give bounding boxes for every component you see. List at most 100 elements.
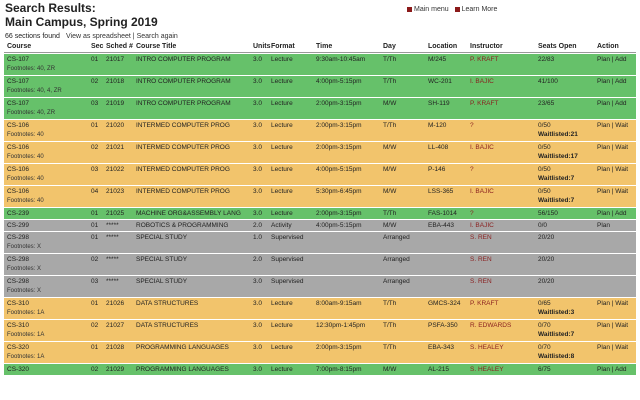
action-cell[interactable]: Plan | Wait bbox=[597, 122, 629, 129]
options-links[interactable]: View as spreadsheet | Search again bbox=[66, 33, 178, 40]
course-cell[interactable]: CS-106 bbox=[7, 144, 30, 151]
table-row: CS-239 01 21025 MACHINE ORG&ASSEMBLY LANG 3.… bbox=[4, 208, 636, 220]
units-cell: 2.0 bbox=[253, 256, 263, 263]
action-cell[interactable]: Plan | Wait bbox=[597, 144, 629, 151]
sched-cell: 21027 bbox=[106, 322, 125, 329]
units-cell: 3.0 bbox=[253, 188, 263, 195]
instructor-cell[interactable]: I. BAJIC bbox=[470, 78, 494, 85]
table-row: CS-320 01 21028 PROGRAMMING LANGUAGES 3.0 Lec… bbox=[4, 342, 636, 364]
format-cell: Supervised bbox=[271, 234, 304, 241]
action-cell[interactable]: Plan | Add bbox=[597, 100, 627, 107]
day-cell: T/Th bbox=[383, 344, 397, 351]
instructor-cell[interactable]: S. REN bbox=[470, 256, 492, 263]
format-cell: Lecture bbox=[271, 366, 293, 373]
action-cell[interactable]: Plan | Wait bbox=[597, 300, 629, 307]
sched-cell: 21025 bbox=[106, 210, 125, 217]
location-cell: FAS-1014 bbox=[428, 210, 457, 217]
location-cell: LSS-365 bbox=[428, 188, 454, 195]
course-cell[interactable]: CS-299 bbox=[7, 222, 30, 229]
icon bbox=[454, 6, 460, 12]
course-cell[interactable]: CS-298 bbox=[7, 234, 30, 241]
column-header: Location bbox=[428, 43, 458, 50]
instructor-cell[interactable]: S. REN bbox=[470, 234, 492, 241]
action-cell[interactable]: Plan | Wait bbox=[597, 322, 629, 329]
units-cell: 1.0 bbox=[253, 234, 263, 241]
time-cell: 8:00am-9:15am bbox=[316, 300, 362, 307]
sched-cell: 21017 bbox=[106, 56, 125, 63]
course-cell[interactable]: CS-106 bbox=[7, 188, 30, 195]
instructor-cell[interactable]: S. HEALEY bbox=[470, 344, 504, 351]
course-cell[interactable]: CS-106 bbox=[7, 166, 30, 173]
action-cell[interactable]: Plan | Add bbox=[597, 56, 627, 63]
day-cell: M/W bbox=[383, 166, 397, 173]
instructor-cell[interactable]: S. REN bbox=[470, 278, 492, 285]
instructor-cell[interactable]: I. BAJIC bbox=[470, 144, 494, 151]
sched-cell: ***** bbox=[106, 234, 119, 241]
format-cell: Lecture bbox=[271, 210, 293, 217]
page-subtitle: Main Campus, Spring 2019 bbox=[5, 15, 158, 29]
course-cell[interactable]: CS-239 bbox=[7, 210, 30, 217]
instructor-cell[interactable]: ? bbox=[470, 166, 474, 173]
instructor-cell[interactable]: R. EDWARDS bbox=[470, 322, 512, 329]
units-cell: 3.0 bbox=[253, 210, 263, 217]
table-row: CS-106 03 21022 INTERMED COMPUTER PROG 3.0 Le… bbox=[4, 164, 636, 186]
action-cell[interactable]: Plan | Add bbox=[597, 366, 627, 373]
course-cell[interactable]: CS-298 bbox=[7, 256, 30, 263]
course-cell[interactable]: CS-107 bbox=[7, 78, 30, 85]
units-cell: 3.0 bbox=[253, 122, 263, 129]
instructor-cell[interactable]: I. BAJIC bbox=[470, 222, 494, 229]
main-menu-link[interactable]: Main menu bbox=[414, 6, 449, 13]
instructor-cell[interactable]: P. KRAFT bbox=[470, 300, 499, 307]
action-cell[interactable]: Plan | Add bbox=[597, 210, 627, 217]
units-cell: 3.0 bbox=[253, 78, 263, 85]
title-cell: INTRO COMPUTER PROGRAM bbox=[136, 78, 231, 85]
seats-cell: 41/100 bbox=[538, 78, 558, 85]
footnotes: Footnotes: 40, ZR bbox=[7, 66, 56, 72]
course-cell[interactable]: CS-320 bbox=[7, 366, 30, 373]
column-header: Time bbox=[316, 43, 333, 50]
seats-cell: 20/20 bbox=[538, 256, 555, 263]
action-cell[interactable]: Plan | Add bbox=[597, 78, 627, 85]
instructor-cell[interactable]: I. BAJIC bbox=[470, 188, 494, 195]
action-cell[interactable]: Plan | Wait bbox=[597, 188, 629, 195]
action-cell[interactable]: Plan bbox=[597, 222, 611, 229]
location-cell: SH-119 bbox=[428, 100, 450, 107]
waitlist: Waitlisted:7 bbox=[538, 331, 575, 338]
instructor-cell[interactable]: ? bbox=[470, 122, 474, 129]
time-cell: 9:30am-10:45am bbox=[316, 56, 366, 63]
course-cell[interactable]: CS-106 bbox=[7, 122, 30, 129]
action-cell[interactable]: Plan | Wait bbox=[597, 166, 629, 173]
instructor-cell[interactable]: ? bbox=[470, 210, 474, 217]
day-cell: T/Th bbox=[383, 300, 397, 307]
course-cell[interactable]: CS-310 bbox=[7, 322, 30, 329]
instructor-cell[interactable]: P. KRAFT bbox=[470, 56, 499, 63]
format-cell: Supervised bbox=[271, 278, 304, 285]
table-row: CS-320 02 21029 PROGRAMMING LANGUAGES 3.0 Lec… bbox=[4, 364, 636, 376]
instructor-cell[interactable]: P. KRAFT bbox=[470, 100, 499, 107]
course-cell[interactable]: CS-310 bbox=[7, 300, 30, 307]
seats-cell: 0/70 bbox=[538, 322, 551, 329]
title-cell: DATA STRUCTURES bbox=[136, 322, 199, 329]
waitlist: Waitlisted:7 bbox=[538, 197, 575, 204]
format-cell: Lecture bbox=[271, 188, 293, 195]
time-cell: 4:00pm-5:15pm bbox=[316, 166, 362, 173]
units-cell: 3.0 bbox=[253, 100, 263, 107]
title-cell: INTRO COMPUTER PROGRAM bbox=[136, 56, 231, 63]
sec-cell: 02 bbox=[91, 366, 99, 373]
action-cell[interactable]: Plan | Wait bbox=[597, 344, 629, 351]
course-cell[interactable]: CS-320 bbox=[7, 344, 30, 351]
course-cell[interactable]: CS-298 bbox=[7, 278, 30, 285]
footnotes: Footnotes: 1A bbox=[7, 332, 45, 338]
footnotes: Footnotes: 40 bbox=[7, 198, 44, 204]
sched-cell: 21021 bbox=[106, 144, 125, 151]
seats-cell: 0/50 bbox=[538, 122, 551, 129]
table-row: CS-298 02 ***** SPECIAL STUDY 2.0 Supervised A… bbox=[4, 254, 636, 276]
course-cell[interactable]: CS-107 bbox=[7, 100, 30, 107]
day-cell: M/W bbox=[383, 188, 397, 195]
instructor-cell[interactable]: S. HEALEY bbox=[470, 366, 504, 373]
format-cell: Lecture bbox=[271, 56, 293, 63]
seats-cell: 6/75 bbox=[538, 366, 551, 373]
course-cell[interactable]: CS-107 bbox=[7, 56, 30, 63]
learn-more-link[interactable]: Learn More bbox=[461, 6, 498, 13]
units-cell: 3.0 bbox=[253, 166, 263, 173]
